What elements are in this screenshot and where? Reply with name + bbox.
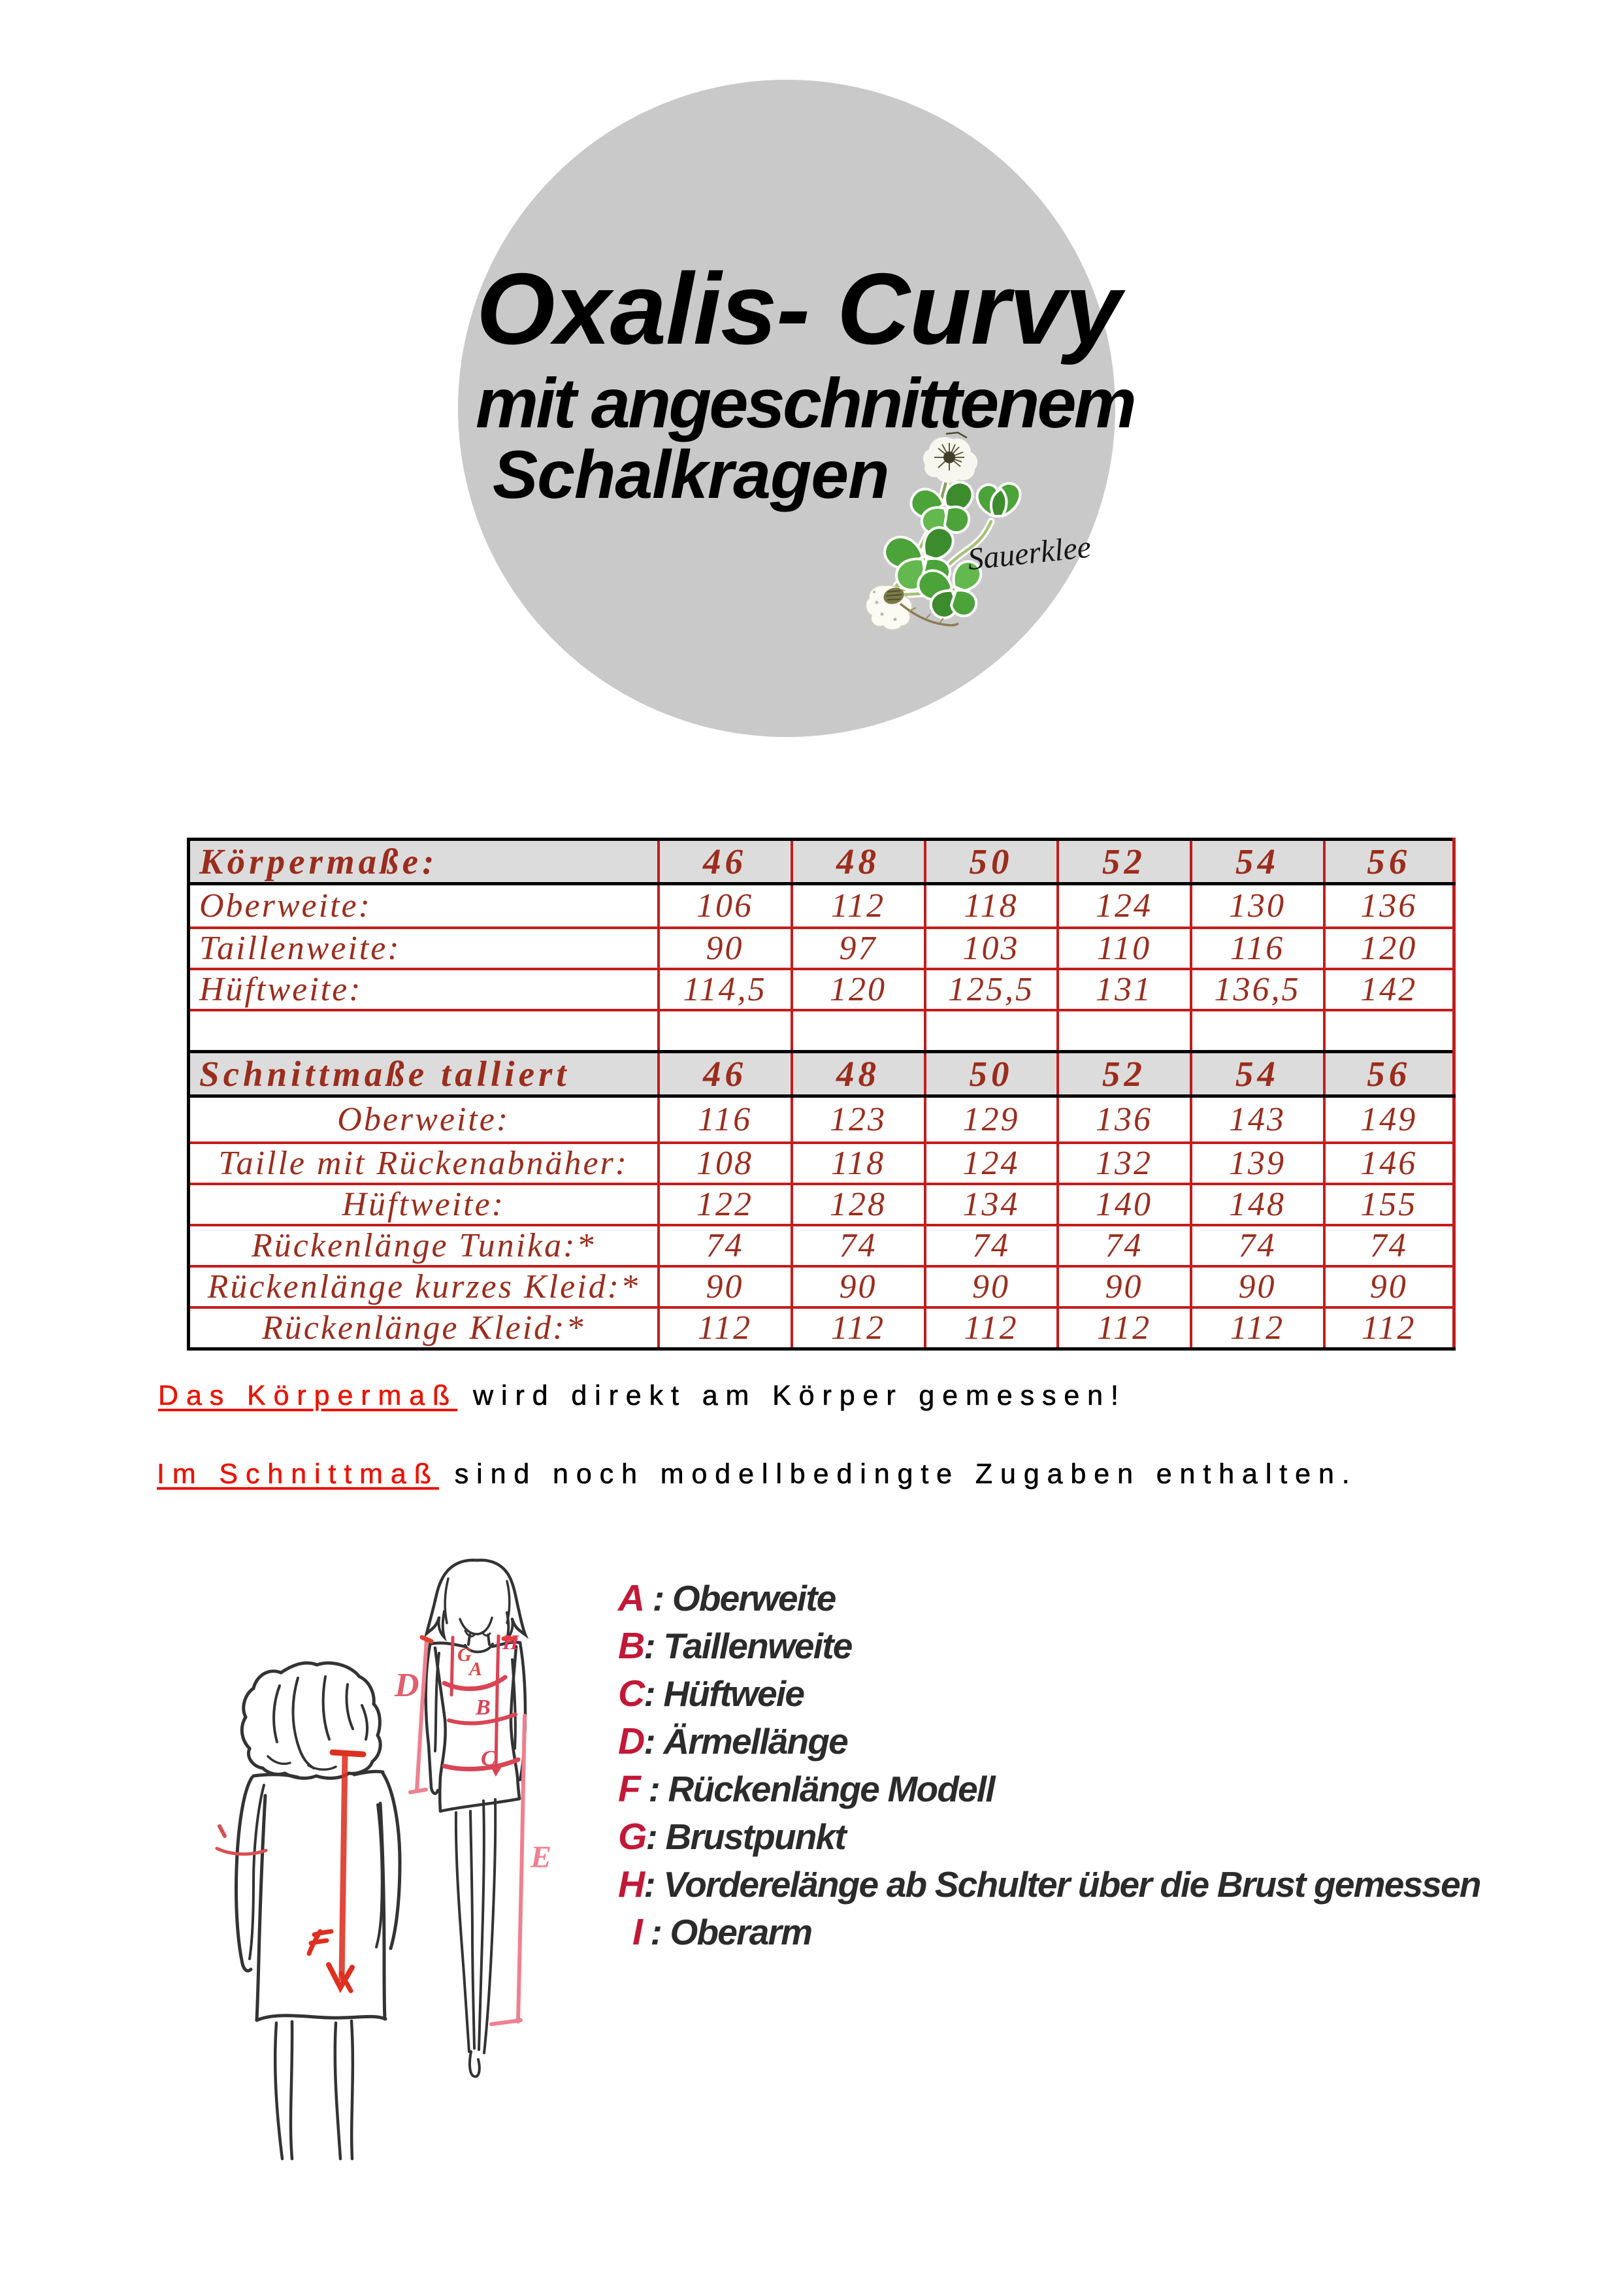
svg-text:H: H [502, 1630, 519, 1654]
svg-text:A: A [468, 1658, 482, 1680]
svg-text:E: E [530, 1840, 551, 1875]
svg-text:G: G [457, 1644, 472, 1665]
svg-text:B: B [475, 1696, 491, 1720]
svg-text:D: D [394, 1667, 419, 1704]
svg-text:C: C [481, 1747, 496, 1771]
